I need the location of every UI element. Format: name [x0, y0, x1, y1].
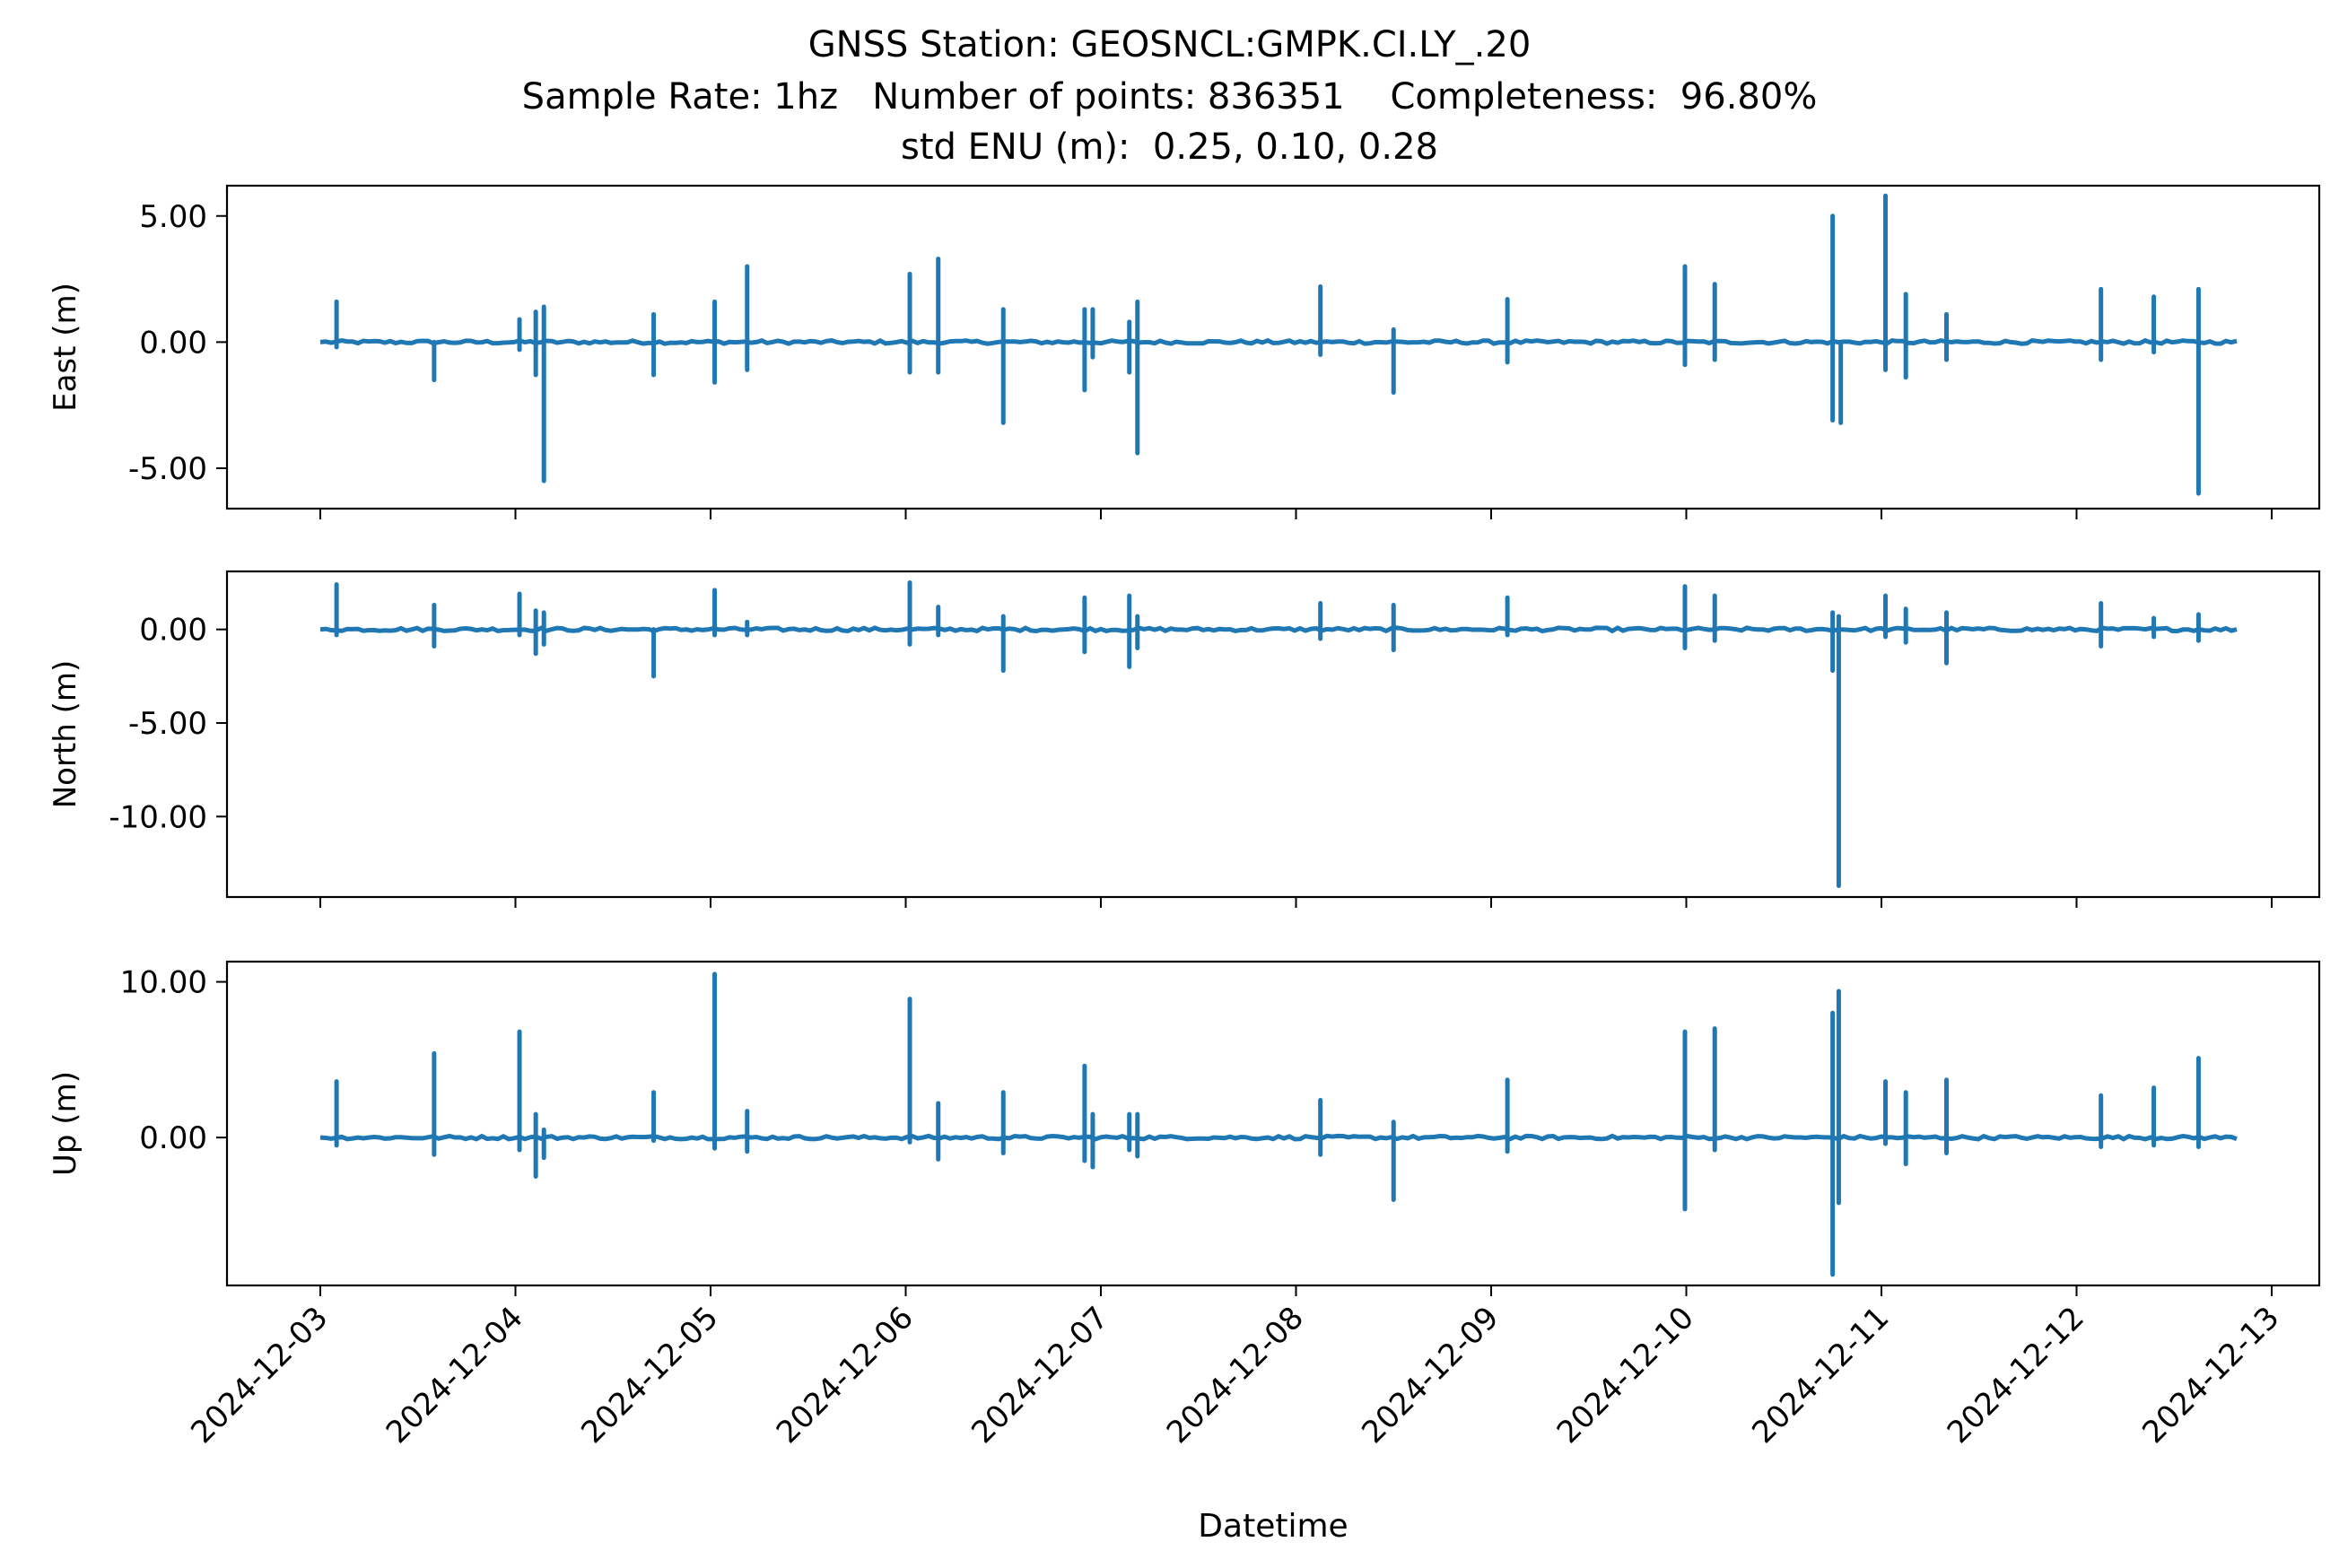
chart-title: GNSS Station: GEOSNCL:GMPK.CI.LY_.20 [807, 24, 1532, 65]
xtick-label: 2024-12-03 [184, 1300, 335, 1450]
ytick-label: 5.00 [139, 199, 207, 235]
ytick-label: 0.00 [139, 613, 207, 649]
subplot-east: 5.00 0.00 -5.00 East (m) [48, 184, 2321, 519]
ytick-label: 0.00 [139, 325, 207, 361]
chart-subtitle-sample-info: Sample Rate: 1hz Number of points: 83635… [521, 76, 1818, 118]
xtick-label: 2024-12-04 [380, 1300, 530, 1450]
series-baseline [319, 337, 2238, 346]
series-baseline [319, 625, 2238, 634]
xtick-label: 2024-12-11 [1745, 1300, 1896, 1450]
y-axis-label: East (m) [48, 283, 83, 412]
y-axis-label: North (m) [48, 660, 83, 809]
xtick-label: 2024-12-07 [964, 1300, 1115, 1450]
xtick-label: 2024-12-13 [2135, 1300, 2286, 1450]
x-axis-label: Datetime [1198, 1508, 1348, 1545]
axes-frame [225, 184, 2321, 510]
ytick-label: -5.00 [128, 706, 207, 742]
subplot-up: 10.00 0.00 Up (m) 2024-12-03 2024-12-04 2024-… [48, 960, 2321, 1545]
ytick-label: 0.00 [139, 1120, 207, 1156]
y-axis-label: Up (m) [48, 1071, 83, 1176]
xtick-label: 2024-12-08 [1160, 1300, 1311, 1450]
ytick-label: -5.00 [128, 451, 207, 487]
series-baseline [319, 1133, 2238, 1142]
xtick-label: 2024-12-12 [1941, 1300, 2091, 1450]
ytick-label: -10.00 [109, 799, 207, 835]
axes-frame [225, 570, 2321, 899]
xtick-label: 2024-12-05 [574, 1300, 725, 1450]
axes-frame [225, 960, 2321, 1287]
subplot-north: 0.00 -5.00 -10.00 North (m) [48, 570, 2321, 908]
chart-subtitle-std-enu: std ENU (m): 0.25, 0.10, 0.28 [901, 126, 1438, 168]
xtick-label: 2024-12-09 [1355, 1300, 1506, 1450]
ytick-label: 10.00 [120, 965, 207, 1001]
xtick-label: 2024-12-10 [1550, 1300, 1701, 1450]
xtick-label: 2024-12-06 [770, 1300, 921, 1450]
